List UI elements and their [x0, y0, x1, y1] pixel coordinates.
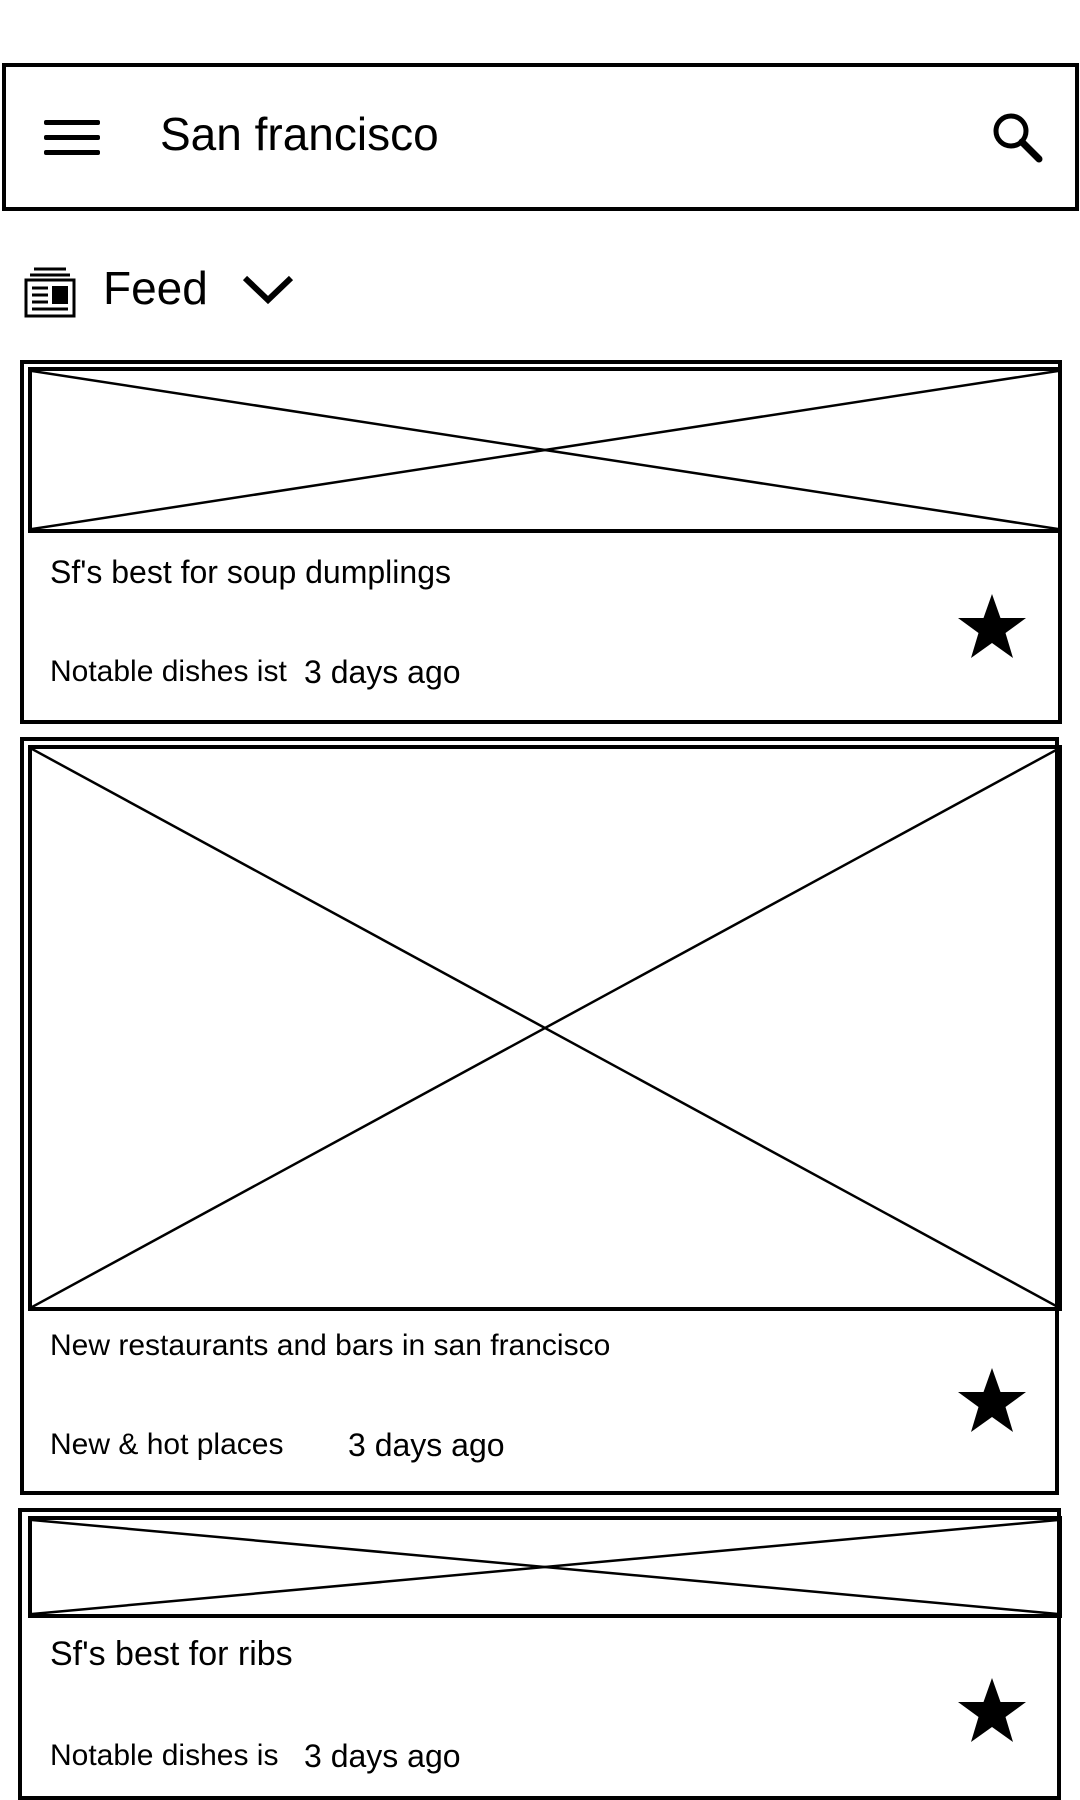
card-category: Notable dishes is: [50, 1738, 278, 1774]
card-title: Sf's best for soup dumplings: [50, 552, 451, 592]
feed-card[interactable]: Sf's best for ribs Notable dishes is 3 d…: [18, 1508, 1061, 1800]
card-category: New & hot places: [50, 1427, 283, 1463]
star-icon[interactable]: [956, 1366, 1028, 1436]
star-icon[interactable]: [956, 592, 1028, 662]
image-placeholder: [28, 745, 1062, 1311]
chevron-down-icon[interactable]: [240, 272, 296, 308]
card-category: Notable dishes ist: [50, 654, 287, 690]
search-icon[interactable]: [990, 110, 1046, 166]
search-query-text[interactable]: San francisco: [160, 104, 439, 164]
feed-card[interactable]: New restaurants and bars in san francisc…: [20, 737, 1059, 1495]
hamburger-menu-icon[interactable]: [44, 118, 100, 158]
card-title: Sf's best for ribs: [50, 1634, 293, 1674]
feed-card[interactable]: Sf's best for soup dumplings Notable dis…: [20, 360, 1062, 724]
image-placeholder: [28, 367, 1062, 533]
newspaper-icon: [24, 266, 76, 318]
star-icon[interactable]: [956, 1676, 1028, 1746]
card-timestamp: 3 days ago: [304, 1738, 461, 1774]
card-timestamp: 3 days ago: [304, 654, 461, 690]
image-placeholder: [28, 1516, 1062, 1618]
card-timestamp: 3 days ago: [348, 1427, 505, 1463]
card-title: New restaurants and bars in san francisc…: [50, 1328, 610, 1364]
feed-selector-label[interactable]: Feed: [103, 258, 208, 318]
